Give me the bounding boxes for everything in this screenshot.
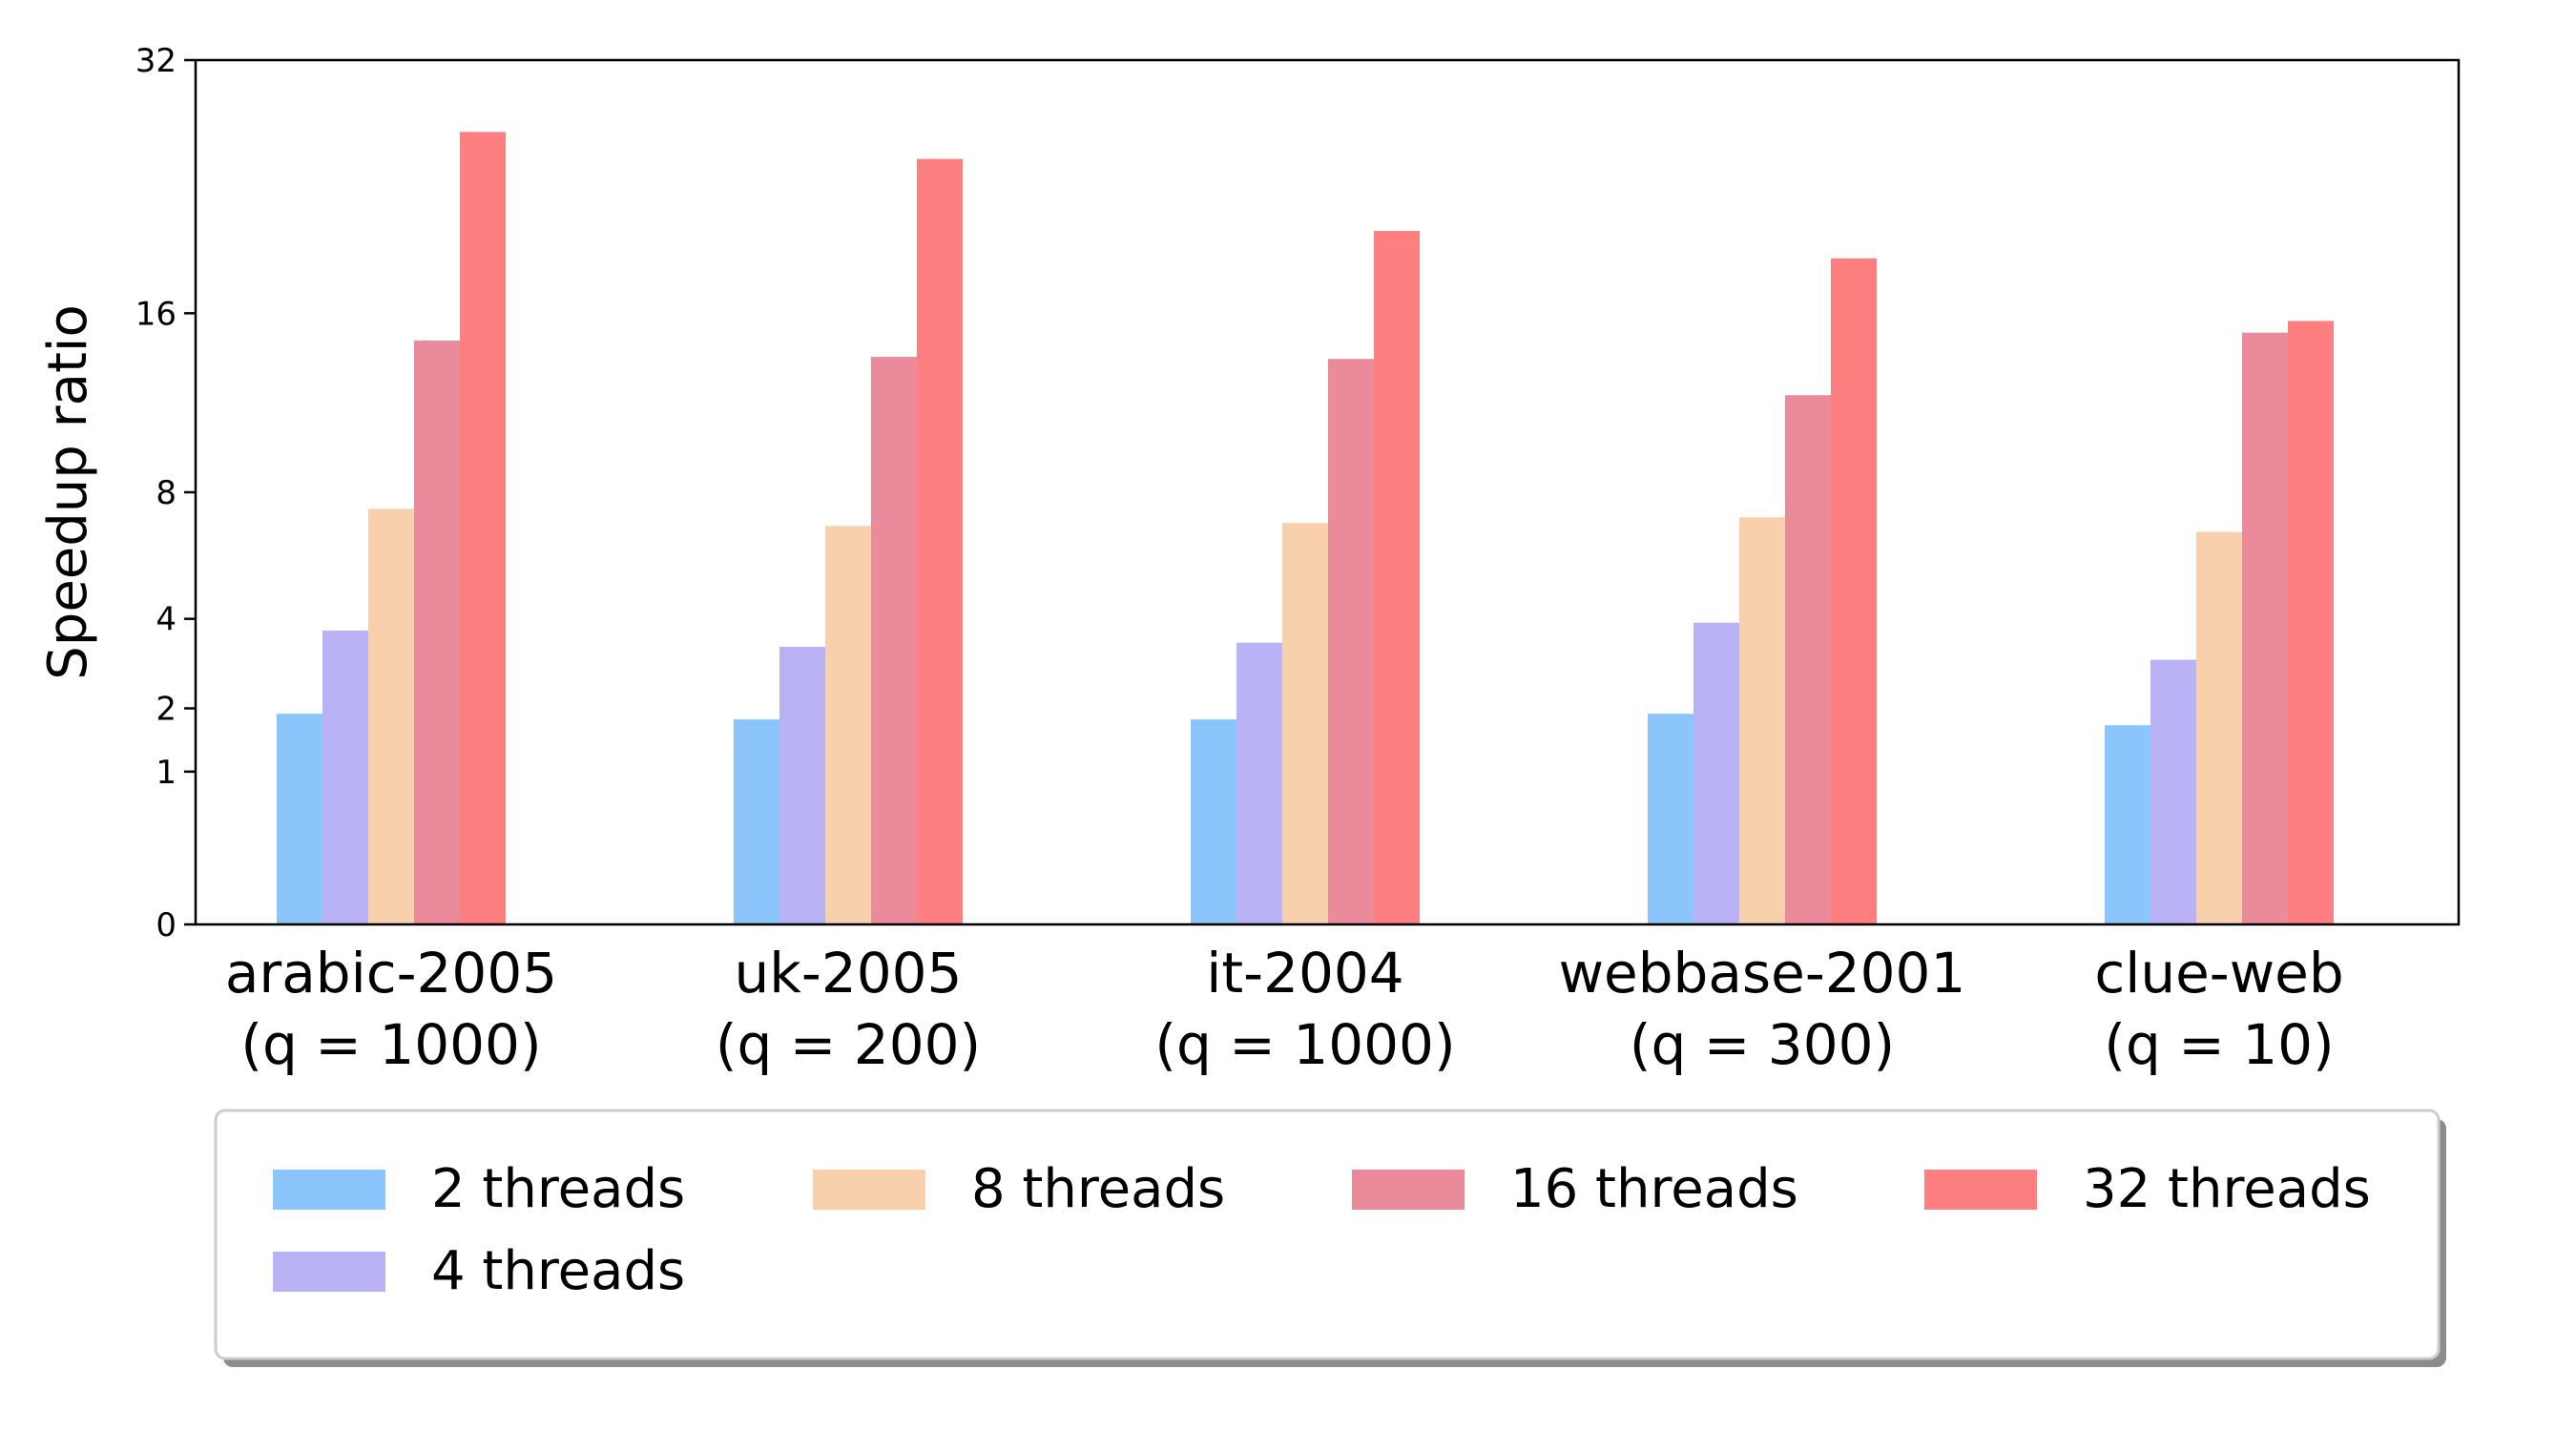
- x-category-label: arabic-2005: [225, 941, 557, 1006]
- legend-box: [214, 1109, 2441, 1360]
- legend-swatch-4-threads: [273, 1252, 385, 1292]
- bar-2-threads-webbase-2001: [1648, 714, 1693, 924]
- legend-label: 4 threads: [431, 1240, 685, 1302]
- bars-layer: [277, 132, 2334, 925]
- bar-8-threads-uk-2005: [825, 526, 871, 924]
- bar-2-threads-clue-web: [2105, 725, 2150, 924]
- bar-16-threads-webbase-2001: [1785, 395, 1831, 925]
- bar-2-threads-it-2004: [1191, 719, 1236, 924]
- legend-label: 32 threads: [2083, 1158, 2371, 1220]
- bar-32-threads-uk-2005: [917, 158, 963, 925]
- y-axis-label: Speedup ratio: [37, 304, 99, 680]
- legend-label: 16 threads: [1510, 1158, 1798, 1220]
- bar-16-threads-it-2004: [1328, 359, 1374, 925]
- x-category-label: webbase-2001: [1559, 941, 1966, 1006]
- x-category-label: clue-web: [2094, 941, 2343, 1006]
- legend-label: 2 threads: [431, 1158, 685, 1220]
- y-tick-label: 8: [156, 474, 177, 512]
- bar-4-threads-uk-2005: [779, 647, 825, 924]
- bar-8-threads-clue-web: [2196, 531, 2242, 924]
- bar-2-threads-uk-2005: [734, 719, 779, 924]
- legend-items: 2 threads 4 threads 8 threads 16 threads 32 …: [273, 1158, 2371, 1302]
- x-category-sublabel: (q = 200): [716, 1012, 981, 1077]
- y-tick-label: 16: [135, 295, 177, 333]
- legend: 2 threads 4 threads 8 threads 16 threads 32 …: [214, 1109, 2446, 1367]
- legend-swatch-32-threads: [1924, 1170, 2037, 1210]
- bar-8-threads-it-2004: [1282, 523, 1328, 924]
- legend-swatch-16-threads: [1352, 1170, 1465, 1210]
- bar-4-threads-clue-web: [2150, 659, 2196, 924]
- y-axis-ticks: 0 1 2 4 8 16 32: [135, 42, 196, 944]
- bar-4-threads-webbase-2001: [1693, 622, 1739, 924]
- bar-32-threads-it-2004: [1374, 231, 1420, 925]
- x-category-sublabel: (q = 1000): [1154, 1012, 1455, 1077]
- y-tick-label: 32: [135, 42, 177, 80]
- bar-16-threads-clue-web: [2242, 332, 2288, 924]
- y-tick-label: 1: [156, 754, 177, 792]
- bar-8-threads-webbase-2001: [1739, 517, 1785, 924]
- legend-swatch-2-threads: [273, 1170, 385, 1210]
- x-category-label: uk-2005: [735, 941, 963, 1006]
- bar-32-threads-clue-web: [2288, 321, 2334, 924]
- y-tick-label: 2: [156, 691, 177, 729]
- legend-label: 8 threads: [971, 1158, 1225, 1220]
- y-tick-label: 4: [156, 601, 177, 639]
- bar-4-threads-arabic-2005: [322, 630, 368, 924]
- bar-2-threads-arabic-2005: [277, 714, 322, 924]
- legend-swatch-8-threads: [813, 1170, 925, 1210]
- bar-32-threads-webbase-2001: [1831, 258, 1877, 924]
- bar-16-threads-uk-2005: [871, 357, 917, 924]
- x-category-label: it-2004: [1206, 941, 1403, 1006]
- x-category-sublabel: (q = 10): [2104, 1012, 2334, 1077]
- bar-8-threads-arabic-2005: [368, 508, 414, 924]
- bar-4-threads-it-2004: [1236, 642, 1282, 924]
- x-category-sublabel: (q = 1000): [240, 1012, 541, 1077]
- bar-16-threads-arabic-2005: [414, 341, 460, 924]
- y-tick-label: 0: [156, 906, 177, 944]
- bar-32-threads-arabic-2005: [460, 132, 506, 924]
- x-axis-category-labels: arabic-2005(q = 1000)uk-2005(q = 200)it-…: [225, 941, 2344, 1077]
- x-category-sublabel: (q = 300): [1630, 1012, 1895, 1077]
